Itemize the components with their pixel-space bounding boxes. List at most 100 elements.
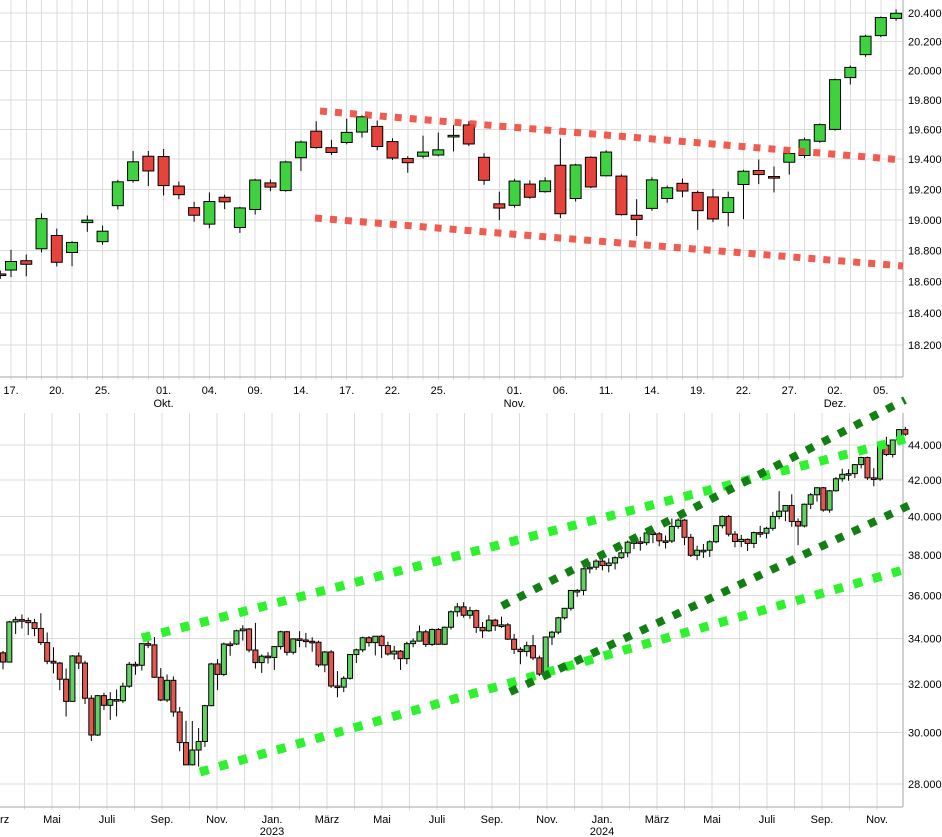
- x-axis-label: Nov.: [866, 814, 888, 826]
- x-axis-label: 04.: [202, 385, 217, 397]
- axis-labels: 20.40020.20020.00019.80019.60019.40019.2…: [3, 8, 941, 410]
- y-axis-label: 40.000: [908, 511, 942, 523]
- candle-up: [258, 654, 265, 673]
- x-axis-label-year: Nov.: [504, 398, 526, 410]
- candle-down: [310, 121, 323, 149]
- candle-down: [386, 138, 399, 160]
- candle-down: [584, 156, 597, 189]
- candle-down: [157, 668, 164, 702]
- candle-up: [829, 78, 842, 131]
- candle-up: [233, 629, 240, 646]
- x-axis-label: 25.: [95, 385, 110, 397]
- candle-down: [56, 661, 63, 691]
- candle-up: [668, 518, 675, 544]
- candle-down: [662, 535, 669, 549]
- x-axis-label: 06.: [553, 385, 568, 397]
- x-axis-label: 22.: [385, 385, 400, 397]
- x-axis-label: März: [0, 814, 9, 826]
- candle-up: [290, 638, 297, 655]
- candle-up: [801, 503, 808, 528]
- candle-down: [902, 426, 909, 436]
- candle-up: [119, 682, 126, 704]
- y-axis-label: 44.000: [908, 440, 942, 452]
- candle-up: [694, 545, 701, 561]
- candle-up: [391, 645, 398, 660]
- candle-up: [859, 34, 872, 57]
- candle-up: [359, 636, 366, 653]
- candle-down: [422, 629, 429, 648]
- candle-up: [661, 185, 674, 203]
- candle-up: [277, 630, 284, 650]
- candle-down: [302, 632, 309, 648]
- x-axis-label-year: 2024: [590, 826, 614, 837]
- candle-up: [353, 648, 360, 664]
- candle-down: [757, 525, 764, 538]
- candle-down: [50, 228, 63, 267]
- x-axis-label: Jan.: [592, 814, 613, 826]
- candle-up: [700, 543, 707, 558]
- candle-up: [6, 620, 13, 663]
- candle-up: [618, 549, 625, 559]
- candles: [0, 9, 903, 279]
- y-axis-label: 18.800: [908, 246, 942, 258]
- x-axis-label: 02.: [827, 385, 842, 397]
- x-axis-label: Nov.: [536, 814, 558, 826]
- candle-down: [615, 174, 628, 216]
- x-axis-label: März: [315, 814, 339, 826]
- candle-up: [96, 225, 109, 245]
- candle-down: [214, 659, 221, 691]
- y-axis-label: 18.200: [908, 340, 942, 352]
- candle-down: [296, 631, 303, 648]
- candle-up: [498, 616, 505, 628]
- y-axis-label: 19.600: [908, 124, 942, 136]
- x-axis-label: Juli: [429, 814, 446, 826]
- candle-down: [637, 536, 644, 551]
- candle-up: [574, 589, 581, 597]
- candle-up: [750, 531, 757, 549]
- x-axis-label: Juli: [759, 814, 776, 826]
- candle-up: [417, 135, 430, 159]
- candle-down: [530, 635, 537, 661]
- x-axis-label-year: 2023: [260, 826, 284, 837]
- candle-up: [81, 215, 94, 232]
- candle-down: [0, 270, 7, 279]
- x-axis-label-year: Dez.: [824, 398, 847, 410]
- candle-down: [18, 614, 25, 629]
- y-axis-label: 30.000: [908, 727, 942, 739]
- candle-up: [624, 540, 631, 558]
- candle-down: [397, 649, 404, 670]
- candle-up: [5, 249, 17, 278]
- candle-up: [432, 132, 445, 157]
- candle-down: [630, 199, 643, 236]
- candle-down: [176, 707, 183, 752]
- candle-down: [384, 641, 391, 656]
- axis-lines: [0, 0, 904, 378]
- y-axis-label: 34.000: [908, 633, 942, 645]
- candle-up: [890, 9, 903, 21]
- candle-up: [220, 642, 227, 677]
- candle-down: [378, 634, 385, 658]
- candle-down: [462, 121, 475, 147]
- candle-down: [325, 139, 338, 156]
- candle-down: [795, 518, 802, 546]
- candle-down: [283, 630, 290, 656]
- candle-down: [870, 468, 877, 487]
- candle-down: [479, 622, 486, 638]
- y-axis-label: 36.000: [908, 591, 942, 603]
- x-axis-label: Mai: [43, 814, 61, 826]
- candle-up: [548, 630, 555, 646]
- candle-up: [567, 589, 574, 611]
- candle-down: [63, 668, 70, 717]
- y-axis-label: 32.000: [908, 679, 942, 691]
- x-axis-label: 19.: [690, 385, 705, 397]
- candle-up: [508, 178, 521, 208]
- candle-up: [600, 150, 613, 177]
- candle-up: [294, 140, 307, 171]
- candle-down: [725, 514, 732, 537]
- candle-down: [82, 660, 89, 705]
- candle-down: [656, 532, 663, 547]
- candle-down: [687, 533, 694, 557]
- candle-up: [107, 692, 114, 720]
- candle-up: [441, 626, 448, 645]
